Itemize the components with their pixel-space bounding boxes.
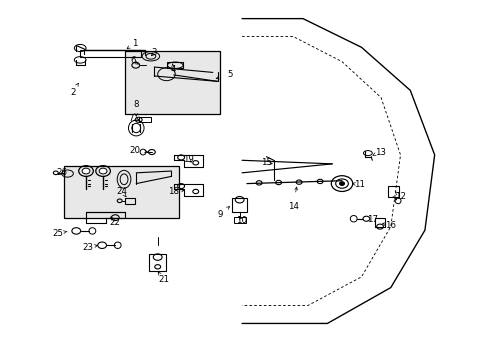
Text: 7: 7	[128, 114, 134, 123]
Circle shape	[82, 168, 90, 174]
Bar	[167, 62, 183, 68]
Bar	[124, 198, 135, 204]
Text: 1: 1	[132, 39, 137, 48]
Circle shape	[339, 182, 344, 185]
Text: 26: 26	[56, 168, 67, 177]
Text: 25: 25	[53, 229, 63, 238]
Text: 22: 22	[110, 218, 121, 227]
Text: 3: 3	[151, 48, 157, 57]
Bar	[231, 198, 247, 212]
Text: 9: 9	[217, 210, 223, 219]
Text: 15: 15	[261, 158, 271, 167]
Text: 16: 16	[385, 221, 395, 230]
Text: 13: 13	[374, 148, 385, 157]
Text: 24: 24	[116, 187, 127, 196]
Bar	[80, 50, 141, 57]
Bar	[374, 218, 385, 227]
Text: 17: 17	[366, 215, 377, 224]
Text: 18: 18	[168, 187, 179, 196]
Text: 14: 14	[287, 202, 298, 211]
Bar	[125, 51, 220, 114]
Text: 23: 23	[82, 243, 93, 252]
Bar	[139, 117, 151, 122]
Text: 11: 11	[353, 180, 364, 189]
Text: 12: 12	[394, 192, 405, 201]
Text: 5: 5	[226, 70, 232, 79]
Text: 2: 2	[70, 87, 76, 96]
Circle shape	[99, 168, 107, 174]
Bar	[149, 254, 166, 271]
Bar	[233, 217, 245, 223]
Text: 4: 4	[171, 65, 176, 74]
Text: 8: 8	[133, 100, 139, 109]
Text: 21: 21	[158, 275, 169, 284]
Text: 10: 10	[235, 216, 246, 225]
Bar	[64, 166, 178, 218]
Text: 6: 6	[130, 57, 136, 66]
Text: 20: 20	[129, 146, 140, 155]
Text: 19: 19	[183, 155, 193, 164]
Bar	[387, 186, 398, 197]
